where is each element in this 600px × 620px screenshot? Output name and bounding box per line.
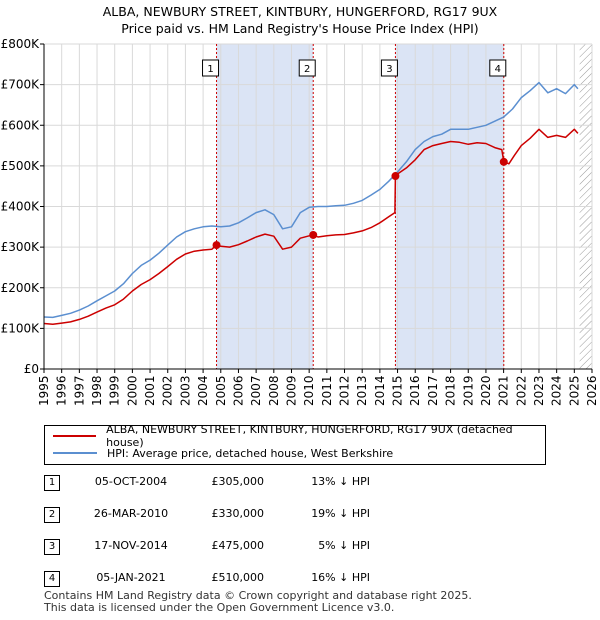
x-tick-label: 2014 [373, 375, 387, 406]
legend-item-hpi: HPI: Average price, detached house, West… [53, 445, 393, 461]
transaction-hpi: 19% ↓ HPI [311, 507, 370, 520]
x-tick-label: 2018 [444, 375, 458, 406]
footer: Contains HM Land Registry data © Crown c… [44, 590, 472, 614]
legend-swatch-property [53, 435, 97, 437]
x-tick-label: 2013 [355, 375, 369, 406]
transaction-hpi: 5% ↓ HPI [318, 539, 370, 552]
transaction-number: 2 [44, 507, 60, 523]
x-tick-label: 2022 [514, 375, 528, 406]
y-tick-label: £200K [1, 281, 41, 295]
marker-label-4: 4 [495, 64, 501, 75]
footer-copyright: Contains HM Land Registry data © Crown c… [44, 589, 472, 602]
x-tick-label: 2025 [567, 375, 581, 406]
y-tick-label: £0 [24, 362, 39, 376]
transaction-number: 4 [44, 571, 60, 587]
transaction-number: 3 [44, 539, 60, 555]
y-tick-label: £500K [1, 159, 41, 173]
transaction-date: 26-MAR-2010 [93, 507, 169, 520]
x-tick-label: 2020 [479, 375, 493, 406]
marker-label-2: 2 [304, 64, 310, 75]
x-tick-label: 2023 [532, 375, 546, 406]
x-tick-label: 1995 [37, 375, 51, 406]
property-series-line [43, 128, 579, 326]
transaction-point-3 [391, 172, 400, 181]
x-tick-label: 2024 [550, 375, 564, 406]
x-tick-label: 2021 [497, 375, 511, 406]
transaction-price: £330,000 [211, 507, 265, 520]
transaction-hpi: 16% ↓ HPI [311, 571, 370, 584]
x-tick-label: 2017 [426, 375, 440, 406]
y-tick-label: £300K [1, 240, 41, 254]
transaction-point-1 [212, 241, 221, 250]
x-tick-label: 2010 [302, 375, 316, 406]
x-tick-label: 2016 [408, 375, 422, 406]
x-tick-label: 2006 [231, 375, 245, 406]
x-tick-label: 2026 [585, 375, 599, 406]
transaction-price: £305,000 [211, 475, 265, 488]
price-chart: 1 2 3 4 £0 £100K £200K £300K £400K £500K £600K £70… [1, 37, 599, 406]
marker-label-1: 1 [207, 64, 213, 75]
marker-label-3: 3 [386, 64, 392, 75]
legend: ALBA, NEWBURY STREET, KINTBURY, HUNGERFO… [44, 423, 546, 465]
x-tick-label: 2005 [214, 375, 228, 406]
transaction-number: 1 [44, 475, 60, 491]
table-row: 2 26-MAR-2010 £330,000 19% ↓ HPI [44, 507, 384, 523]
x-tick-label: 2012 [338, 375, 352, 406]
transaction-hpi: 13% ↓ HPI [311, 475, 370, 488]
x-tick-label: 2000 [125, 375, 139, 406]
legend-swatch-hpi [53, 452, 97, 454]
marker-box-1 [202, 59, 220, 77]
marker-box-3 [380, 59, 398, 77]
x-tick-label: 2015 [391, 375, 405, 406]
legend-label-hpi: HPI: Average price, detached house, West… [107, 446, 394, 460]
table-row: 3 17-NOV-2014 £475,000 5% ↓ HPI [44, 539, 384, 555]
x-tick-label: 2007 [249, 375, 263, 406]
x-tick-label: 1996 [55, 375, 69, 406]
y-tick-label: £100K [1, 321, 41, 335]
legend-item-property: ALBA, NEWBURY STREET, KINTBURY, HUNGERFO… [53, 423, 545, 449]
chart-title: ALBA, NEWBURY STREET, KINTBURY, HUNGERFO… [102, 4, 498, 19]
marker-box-4 [489, 59, 507, 77]
x-tick-label: 2001 [143, 375, 157, 406]
x-tick-label: 2003 [178, 375, 192, 406]
x-tick-label: 1999 [108, 375, 122, 406]
table-row: 4 05-JAN-2021 £510,000 16% ↓ HPI [44, 571, 384, 587]
x-tick-label: 2009 [284, 375, 298, 406]
transaction-point-2 [309, 230, 318, 239]
transaction-date: 05-JAN-2021 [96, 571, 166, 584]
table-row: 1 05-OCT-2004 £305,000 13% ↓ HPI [44, 475, 384, 491]
x-tick-label: 1997 [72, 375, 86, 406]
x-tick-label: 1998 [90, 375, 104, 406]
hpi-series-line [43, 81, 579, 319]
transaction-date: 17-NOV-2014 [94, 539, 168, 552]
x-tick-label: 2011 [320, 375, 334, 406]
legend-label-property: ALBA, NEWBURY STREET, KINTBURY, HUNGERFO… [106, 423, 513, 449]
y-tick-label: £700K [1, 78, 41, 92]
x-tick-label: 2019 [461, 375, 475, 406]
x-tick-label: 2004 [196, 375, 210, 406]
marker-box-2 [298, 59, 316, 77]
transaction-point-4 [499, 157, 508, 166]
x-tick-label: 2002 [161, 375, 175, 406]
transaction-date: 05-OCT-2004 [94, 475, 168, 488]
chart-subtitle: Price paid vs. HM Land Registry's House … [121, 21, 479, 36]
x-tick-label: 2008 [267, 375, 281, 406]
y-tick-label: £600K [1, 118, 41, 132]
transaction-price: £475,000 [211, 539, 265, 552]
footer-licence: This data is licensed under the Open Gov… [44, 601, 395, 614]
y-tick-label: £800K [1, 37, 41, 51]
y-tick-label: £400K [1, 200, 41, 214]
transaction-price: £510,000 [211, 571, 265, 584]
